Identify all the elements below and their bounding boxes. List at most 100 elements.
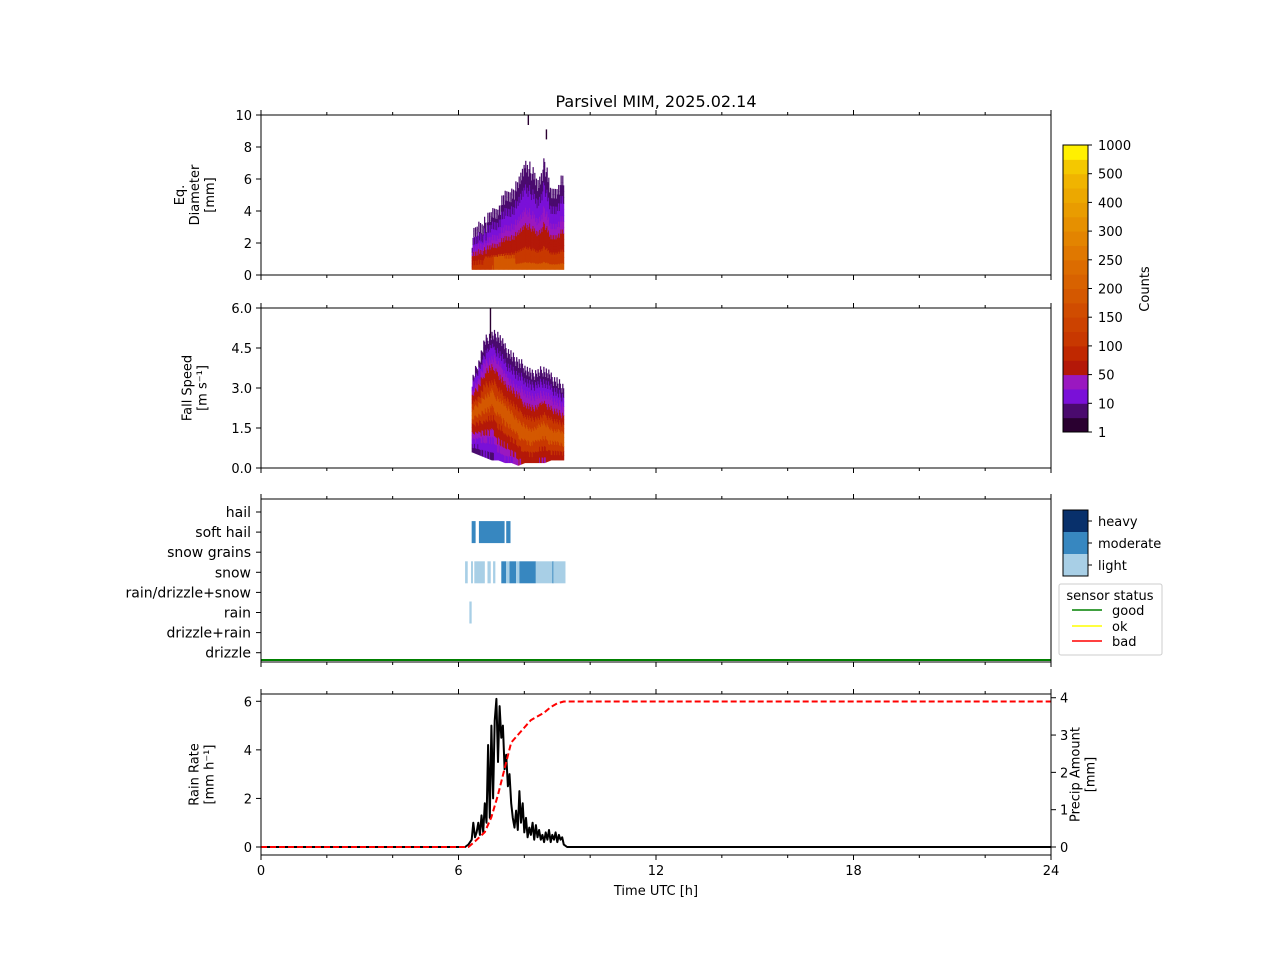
heatmap-cell: [561, 251, 563, 258]
heatmap-cell: [490, 392, 492, 401]
y-axis-label: Rain Rate: [188, 743, 203, 806]
heatmap-cell: [502, 430, 504, 439]
heatmap-cell: [530, 180, 533, 188]
heatmap-cell: [490, 228, 492, 234]
heatmap-cell: [506, 263, 508, 270]
heatmap-cell: [490, 261, 492, 266]
heatmap-cell: [550, 213, 552, 219]
heatmap-cell: [536, 435, 538, 442]
heatmap-cell: [531, 439, 533, 446]
heatmap-cell: [497, 260, 499, 266]
category-label: snow: [215, 565, 251, 581]
heatmap-cell: [480, 350, 482, 358]
heatmap-cell: [488, 220, 491, 226]
heatmap-cell: [486, 375, 488, 384]
heatmap-cell: [530, 186, 532, 195]
heatmap-cell: [498, 345, 500, 354]
heatmap-cell: [493, 443, 496, 453]
heatmap-cell: [559, 263, 561, 270]
heatmap-cell: [511, 218, 514, 225]
heatmap-cell: [522, 439, 524, 446]
heatmap-cell: [550, 198, 552, 204]
heatmap-cell: [481, 377, 483, 385]
heatmap-cell: [542, 169, 544, 178]
heatmap-cell: [525, 186, 528, 194]
heatmap-cell: [528, 419, 530, 426]
heatmap-cell: [511, 249, 514, 255]
heatmap-cell: [542, 387, 544, 394]
heatmap-cell: [514, 374, 516, 382]
heatmap-cell: [479, 242, 481, 246]
heatmap-cell: [538, 187, 540, 195]
heatmap-cell: [509, 404, 511, 412]
heatmap-cell: [532, 401, 534, 408]
heatmap-cell: [556, 403, 558, 409]
heatmap-cell: [530, 447, 533, 453]
heatmap-cell: [484, 266, 487, 270]
heatmap-cell: [543, 438, 545, 446]
heatmap-cell: [531, 207, 533, 216]
heatmap-cell: [512, 235, 515, 242]
heatmap-cell: [491, 235, 493, 241]
heatmap-cell: [484, 262, 487, 267]
heatmap-cell: [518, 378, 520, 387]
heatmap-cell: [558, 194, 561, 201]
heatmap-cell: [480, 416, 482, 424]
heatmap-cell: [488, 443, 491, 452]
x-tick-label: 0: [257, 864, 265, 879]
heatmap-cell: [495, 429, 497, 438]
heatmap-cell: [530, 241, 532, 250]
heatmap-cell: [544, 377, 546, 384]
heatmap-cell: [534, 241, 536, 250]
heatmap-cell: [545, 255, 547, 263]
heatmap-cell: [473, 248, 475, 253]
heatmap-cell: [511, 456, 513, 464]
y-tick-label: 2: [244, 792, 252, 807]
heatmap-cell: [555, 390, 557, 396]
heatmap-cell: [539, 413, 541, 420]
heatmap-cell: [549, 197, 551, 204]
heatmap-cell: [532, 167, 534, 175]
heatmap-cell: [522, 229, 524, 237]
heatmap-cell: [511, 376, 513, 384]
heatmap-cell: [479, 261, 481, 265]
heatmap-cell: [497, 387, 499, 397]
heatmap-cell: [500, 237, 502, 243]
heatmap-cell: [562, 262, 564, 270]
heatmap-cell: [491, 239, 493, 244]
heatmap-cell: [558, 437, 560, 443]
heatmap-cell: [476, 260, 478, 264]
heatmap-cell: [502, 216, 505, 223]
heatmap-cell: [562, 242, 564, 250]
heatmap-cell: [544, 430, 547, 437]
heatmap-cell: [535, 185, 538, 192]
heatmap-cell: [562, 189, 564, 197]
heatmap-cell: [508, 353, 510, 362]
heatmap-cell: [528, 457, 530, 464]
heatmap-cell: [554, 450, 557, 456]
heatmap-cell: [506, 247, 508, 254]
heatmap-cell: [490, 212, 492, 217]
heatmap-cell: [524, 254, 526, 263]
heatmap-cell: [505, 210, 507, 216]
heatmap-cell: [474, 262, 476, 266]
heatmap-cell: [496, 244, 498, 249]
heatmap-cell: [534, 200, 536, 208]
heatmap-cell: [479, 234, 481, 238]
heatmap-cell: [534, 447, 536, 453]
heatmap-cell: [494, 396, 496, 406]
heatmap-cell: [557, 436, 559, 442]
heatmap-cell: [498, 429, 500, 438]
heatmap-cell: [481, 246, 483, 251]
heatmap-cell: [528, 424, 530, 431]
heatmap-cell: [534, 262, 536, 270]
heatmap-cell: [533, 381, 535, 388]
heatmap-cell: [482, 430, 484, 438]
heatmap-cell: [504, 235, 506, 242]
heatmap-cell: [484, 435, 486, 443]
heatmap-cell: [496, 408, 498, 416]
heatmap-cell: [531, 421, 533, 429]
heatmap-cell: [495, 252, 497, 257]
heatmap-cell: [563, 185, 565, 192]
heatmap-cell: [512, 366, 515, 374]
